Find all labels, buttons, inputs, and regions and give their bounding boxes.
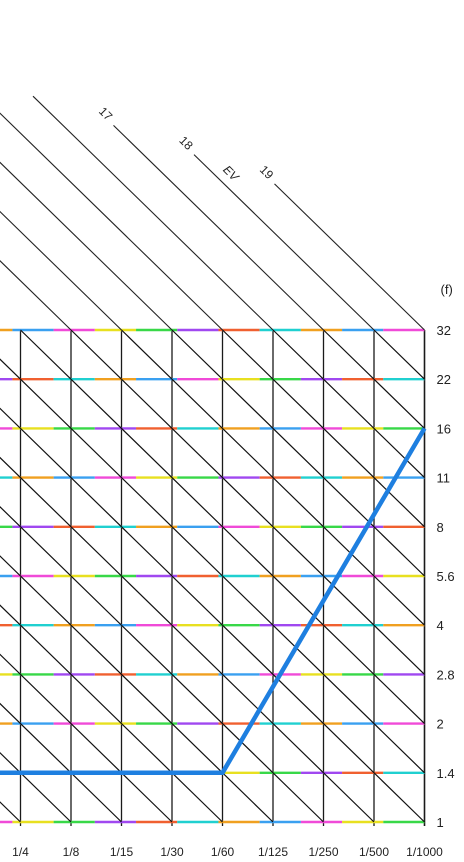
ev-diagonal [171, 329, 425, 577]
exposure-path [0, 427, 427, 776]
x-tick-label: 1/250 [308, 845, 338, 859]
ev-diagonal [0, 555, 274, 823]
ev-diagonal [0, 702, 122, 823]
series-layer [0, 427, 427, 776]
x-tick-label: 1/1000 [406, 845, 443, 859]
ev-diagonal [0, 751, 72, 823]
ev-diagonal [0, 456, 375, 823]
grid-layer [0, 328, 426, 826]
x-tick-label: 1/8 [63, 845, 80, 859]
ev-diagonal [373, 329, 425, 380]
x-tick-label: 1/60 [211, 845, 235, 859]
ev-label: EV [220, 163, 242, 185]
ev-diagonal [0, 604, 223, 823]
ev-diagonal-upper [193, 154, 375, 331]
ev-line-label: 17 [96, 104, 116, 124]
ev-diagonal-upper [0, 161, 173, 331]
ev-diagonal [0, 407, 425, 823]
y-tick-label: 32 [437, 323, 451, 338]
ev-line-label: 19 [257, 163, 277, 183]
ev-diagonal-upper [32, 95, 274, 331]
ev-line-label: 18 [176, 133, 196, 153]
ev-diagonal [0, 653, 173, 823]
y-tick-label: 4 [437, 618, 444, 633]
x-tick-label: 1/15 [110, 845, 134, 859]
y-axis-label: (f) [441, 282, 453, 297]
x-tick-label: 1/500 [359, 845, 389, 859]
y-tick-label: 11 [437, 471, 451, 486]
x-tick-label: 1/30 [160, 845, 184, 859]
ev-diagonal-upper [0, 210, 122, 331]
label-layer: 1 1.4 2 2.8 4 5.6 8 11 16 22 32 (f) 1/4 1/8 1/15 1/30 1/… [12, 104, 454, 859]
ev-diagonal [272, 329, 425, 479]
ev-diagonal [0, 358, 425, 774]
ev-diagonal-upper [274, 183, 425, 331]
ev-diagonal-upper [113, 125, 324, 331]
ev-diagonal [121, 329, 425, 626]
ev-diagonal [0, 505, 324, 823]
ev-diagonal [222, 329, 425, 528]
y-tick-label: 8 [437, 520, 444, 535]
ev-diagonal-lines [0, 95, 425, 823]
ev-diagonal-upper [0, 112, 223, 331]
y-tick-label: 2.8 [437, 667, 455, 682]
y-tick-label: 16 [437, 421, 451, 436]
y-tick-label: 1.4 [437, 766, 455, 781]
x-tick-label: 1/125 [258, 845, 288, 859]
y-tick-label: 22 [437, 372, 451, 387]
x-tick-label: 1/4 [12, 845, 29, 859]
y-tick-label: 1 [437, 815, 444, 830]
ev-diagonal [0, 801, 21, 823]
y-tick-label: 2 [437, 717, 444, 732]
ev-diagonal [20, 329, 425, 725]
ev-diagonal-upper [0, 260, 72, 331]
ev-diagonal [70, 329, 425, 675]
y-tick-label: 5.6 [437, 569, 455, 584]
ev-diagonal [323, 329, 425, 429]
